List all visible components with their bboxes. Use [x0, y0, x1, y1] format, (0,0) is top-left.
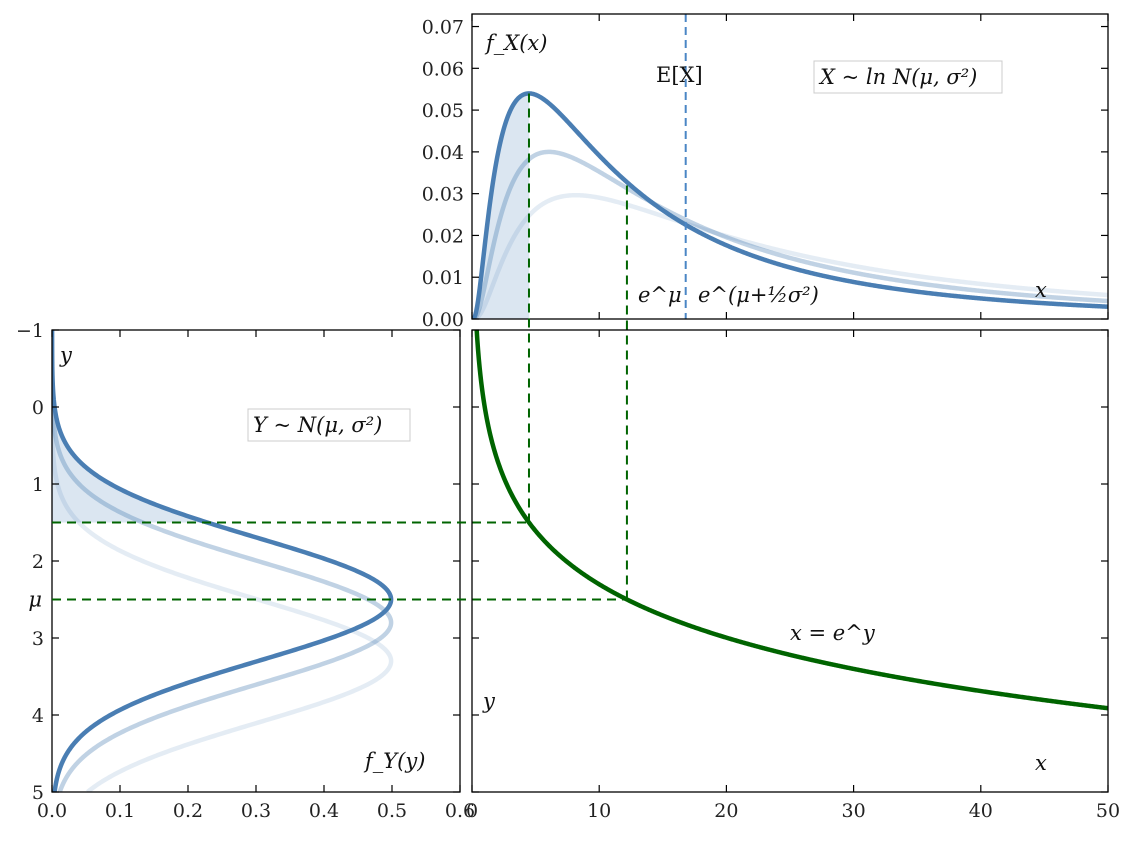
lognormal-ytick-label-6: 0.06	[422, 58, 464, 80]
normal-shaded-area	[52, 330, 208, 523]
normal-ytick-label-3: 2	[32, 551, 44, 573]
lognormal-y-axis-label: f_X(x)	[484, 31, 547, 55]
expectation-label: E[X]	[656, 63, 703, 87]
lognormal-annotation: X ~ ln N(μ, σ²)	[818, 65, 977, 89]
transform-ticks: 0 10 20 30 40 50	[466, 329, 1120, 822]
transform-curve-line	[474, 330, 1108, 711]
median-label: e^μ	[638, 283, 682, 307]
normal-ytick-label-2: 1	[32, 474, 44, 496]
lognormal-plot-frame	[471, 13, 1109, 320]
lognormal-curves	[472, 91, 1108, 319]
normal-xtick-label-4: 0.4	[309, 800, 339, 822]
transform-xtick-label-0: 0	[466, 800, 478, 822]
normal-xtick-label-1: 0.1	[105, 800, 135, 822]
lognormal-ytick-label-5: 0.05	[422, 100, 464, 122]
normal-shade	[52, 330, 208, 523]
lognormal-ytick-label-2: 0.02	[422, 225, 464, 247]
lognormal-ytick-label-7: 0.07	[422, 17, 464, 39]
normal-y-axis-label: y	[59, 343, 73, 367]
normal-xtick-label-6: 0.6	[445, 800, 475, 822]
transform-xtick-label-4: 40	[969, 800, 993, 822]
normal-mu-tick-label: μ	[28, 588, 42, 612]
normal-series-faint-1	[52, 330, 394, 792]
normal-ticks: 0.0 0.1 0.2 0.3 0.4 0.5 0.6 −1 0 1 2 3 4 5 μ	[16, 320, 475, 822]
lognormal-ytick-label-3: 0.03	[422, 184, 464, 206]
lognormal-series-highlight-0	[472, 91, 1108, 319]
transform-xtick-label-2: 20	[714, 800, 738, 822]
lognormal-annotation-box	[813, 60, 1003, 94]
mean-label: e^(μ+½σ²)	[698, 283, 819, 307]
normal-series-faint-2	[52, 330, 394, 792]
normal-xtick-label-2: 0.2	[173, 800, 203, 822]
transform-guides	[52, 93, 628, 601]
lognormal-series-faint-1	[472, 149, 1108, 319]
normal-curves	[52, 330, 394, 792]
normal-x-axis-label: f_Y(y)	[363, 749, 425, 773]
lognormal-pdf-panel: 0.000.010.020.030.040.050.060.07 f_X(x) …	[422, 13, 1109, 331]
lognormal-ytick-label-4: 0.04	[422, 142, 464, 164]
normal-ytick-label-5: 4	[32, 705, 44, 727]
transform-xtick-label-3: 30	[842, 800, 866, 822]
lognormal-ytick-label-1: 0.01	[422, 267, 464, 289]
normal-xtick-label-0: 0.0	[37, 800, 67, 822]
transform-x-axis-label: x	[1035, 751, 1047, 775]
transform-panel: 0 10 20 30 40 50 y x x = e^y	[52, 93, 1120, 822]
lognormal-y-ticks: 0.00 0.01 0.02 0.03 0.04 0.05 0.06 0.07	[422, 17, 1108, 331]
lognormal-x-axis-label: x	[1035, 278, 1047, 302]
transform-curve	[474, 330, 1108, 711]
normal-ytick-label-0: −1	[16, 320, 44, 342]
transform-xtick-label-1: 10	[587, 800, 611, 822]
normal-ytick-label-1: 0	[32, 397, 44, 419]
normal-xtick-label-5: 0.5	[377, 800, 407, 822]
normal-annotation-box	[247, 408, 411, 442]
transform-xtick-label-5: 50	[1096, 800, 1120, 822]
lognormal-ytick-label-0: 0.00	[422, 309, 464, 331]
normal-xtick-label-3: 0.3	[241, 800, 271, 822]
normal-ytick-label-4: 3	[32, 628, 44, 650]
normal-ytick-label-6: 5	[32, 782, 44, 804]
lognormal-shade	[472, 93, 530, 319]
transform-y-axis-label: y	[482, 689, 496, 713]
lognormal-shaded-area	[472, 93, 530, 319]
lognormal-x-tick-marks	[471, 14, 1109, 319]
normal-annotation: Y ~ N(μ, σ²)	[253, 413, 382, 437]
lognormal-series-faint-2	[472, 192, 1108, 319]
normal-series-highlight-0	[52, 330, 394, 792]
transform-curve-label: x = e^y	[790, 621, 876, 645]
